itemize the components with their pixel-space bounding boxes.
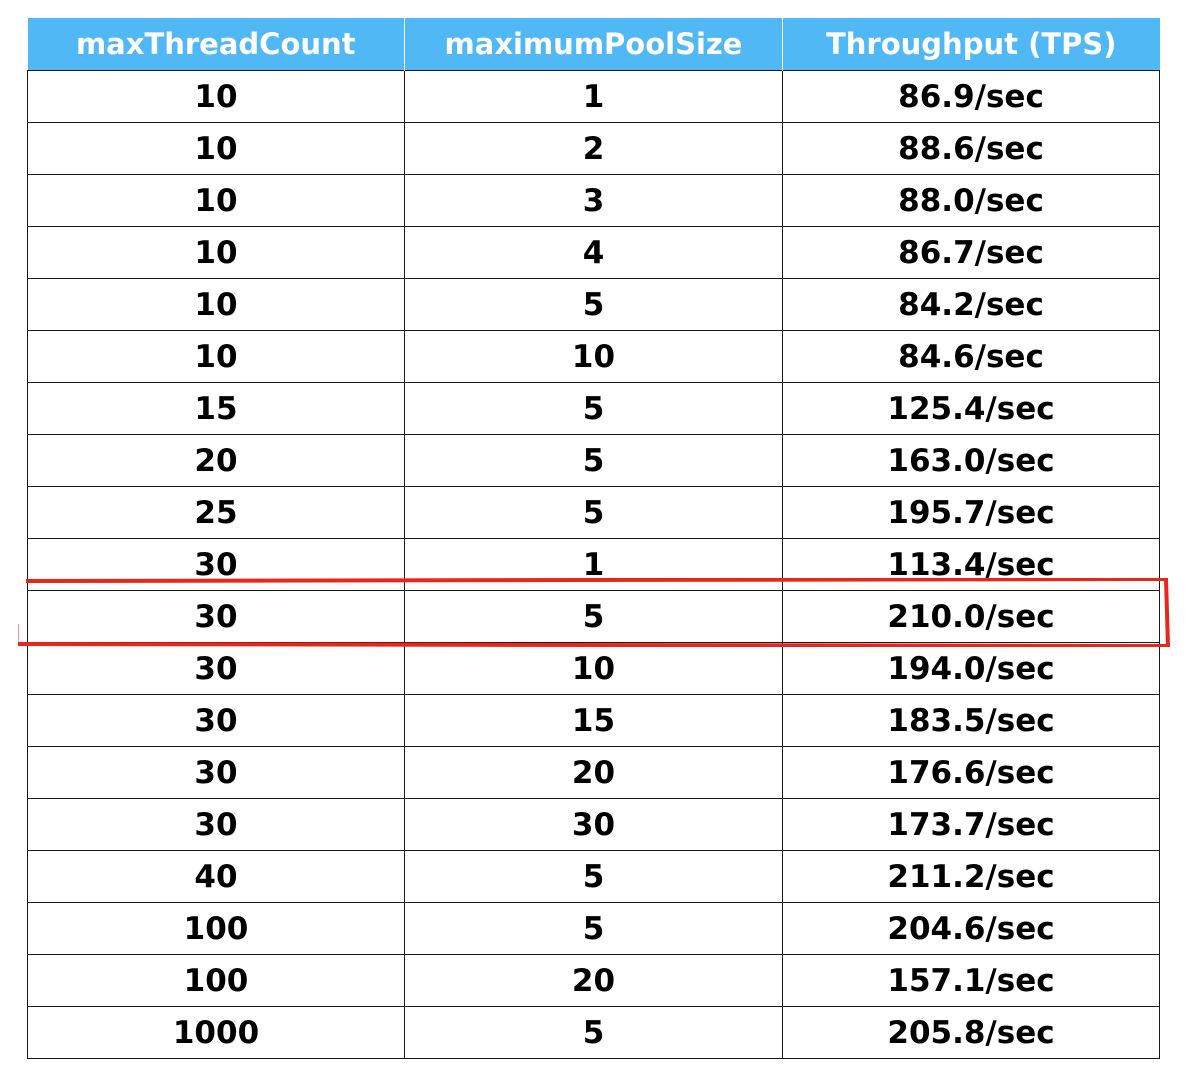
table-row: 30 15 183.5/sec [27,694,1160,747]
maximum-pool-size-cell: 2 [404,122,783,175]
max-thread-count-cell: 20 [27,434,405,487]
throughput-table: maxThreadCount maximumPoolSize Throughpu… [27,18,1160,1059]
throughput-cell: 210.0/sec [782,590,1160,643]
throughput-cell: 176.6/sec [782,746,1160,799]
table-row: 10 2 88.6/sec [27,122,1160,175]
max-thread-count-cell: 30 [27,694,405,747]
maximum-pool-size-cell: 4 [404,226,783,279]
table-row: 10 3 88.0/sec [27,174,1160,227]
table-row: 100 20 157.1/sec [27,954,1160,1007]
throughput-cell: 84.6/sec [782,330,1160,383]
max-thread-count-cell: 10 [27,278,405,331]
max-thread-count-cell: 10 [27,122,405,175]
table-row: 10 1 86.9/sec [27,70,1160,123]
max-thread-count-cell: 100 [27,954,405,1007]
header-row: maxThreadCount maximumPoolSize Throughpu… [27,18,1160,71]
maximum-pool-size-cell: 20 [404,954,783,1007]
throughput-cell: 113.4/sec [782,538,1160,591]
max-thread-count-cell: 30 [27,642,405,695]
throughput-cell: 211.2/sec [782,850,1160,903]
throughput-cell: 195.7/sec [782,486,1160,539]
column-header-max-thread-count: maxThreadCount [27,18,405,71]
maximum-pool-size-cell: 30 [404,798,783,851]
table-row: 30 30 173.7/sec [27,798,1160,851]
maximum-pool-size-cell: 10 [404,642,783,695]
maximum-pool-size-cell: 5 [404,278,783,331]
table-row: 30 10 194.0/sec [27,642,1160,695]
throughput-cell: 86.9/sec [782,70,1160,123]
throughput-cell: 84.2/sec [782,278,1160,331]
throughput-cell: 163.0/sec [782,434,1160,487]
column-header-throughput: Throughput (TPS) [782,18,1160,71]
maximum-pool-size-cell: 5 [404,382,783,435]
maximum-pool-size-cell: 5 [404,1006,783,1059]
maximum-pool-size-cell: 5 [404,902,783,955]
throughput-cell: 183.5/sec [782,694,1160,747]
max-thread-count-cell: 30 [27,798,405,851]
max-thread-count-cell: 10 [27,70,405,123]
table-row: 10 10 84.6/sec [27,330,1160,383]
table-row: 30 1 113.4/sec [27,538,1160,591]
max-thread-count-cell: 10 [27,226,405,279]
max-thread-count-cell: 25 [27,486,405,539]
throughput-cell: 204.6/sec [782,902,1160,955]
throughput-cell: 125.4/sec [782,382,1160,435]
maximum-pool-size-cell: 5 [404,850,783,903]
table-row: 100 5 204.6/sec [27,902,1160,955]
maximum-pool-size-cell: 5 [404,590,783,643]
max-thread-count-cell: 40 [27,850,405,903]
throughput-cell: 88.6/sec [782,122,1160,175]
max-thread-count-cell: 1000 [27,1006,405,1059]
table-row: 40 5 211.2/sec [27,850,1160,903]
maximum-pool-size-cell: 3 [404,174,783,227]
table-row: 15 5 125.4/sec [27,382,1160,435]
max-thread-count-cell: 100 [27,902,405,955]
table-row: 20 5 163.0/sec [27,434,1160,487]
throughput-cell: 194.0/sec [782,642,1160,695]
throughput-cell: 86.7/sec [782,226,1160,279]
table-row: 10 5 84.2/sec [27,278,1160,331]
maximum-pool-size-cell: 5 [404,434,783,487]
throughput-table-container: maxThreadCount maximumPoolSize Throughpu… [27,18,1160,1059]
maximum-pool-size-cell: 1 [404,70,783,123]
max-thread-count-cell: 10 [27,174,405,227]
max-thread-count-cell: 30 [27,746,405,799]
maximum-pool-size-cell: 10 [404,330,783,383]
throughput-cell: 157.1/sec [782,954,1160,1007]
table-row: 10 4 86.7/sec [27,226,1160,279]
table-row: 30 20 176.6/sec [27,746,1160,799]
maximum-pool-size-cell: 15 [404,694,783,747]
table-row-highlighted: 30 5 210.0/sec [27,590,1160,643]
table-row: 1000 5 205.8/sec [27,1006,1160,1059]
maximum-pool-size-cell: 20 [404,746,783,799]
table-row: 25 5 195.7/sec [27,486,1160,539]
max-thread-count-cell: 10 [27,330,405,383]
max-thread-count-cell: 30 [27,590,405,643]
max-thread-count-cell: 15 [27,382,405,435]
maximum-pool-size-cell: 1 [404,538,783,591]
throughput-cell: 173.7/sec [782,798,1160,851]
table-body: 10 1 86.9/sec 10 2 88.6/sec 10 3 88.0/sec 10 4 86.7… [27,70,1160,1059]
throughput-cell: 88.0/sec [782,174,1160,227]
throughput-cell: 205.8/sec [782,1006,1160,1059]
max-thread-count-cell: 30 [27,538,405,591]
table-header: maxThreadCount maximumPoolSize Throughpu… [27,18,1160,71]
column-header-maximum-pool-size: maximumPoolSize [404,18,783,71]
maximum-pool-size-cell: 5 [404,486,783,539]
